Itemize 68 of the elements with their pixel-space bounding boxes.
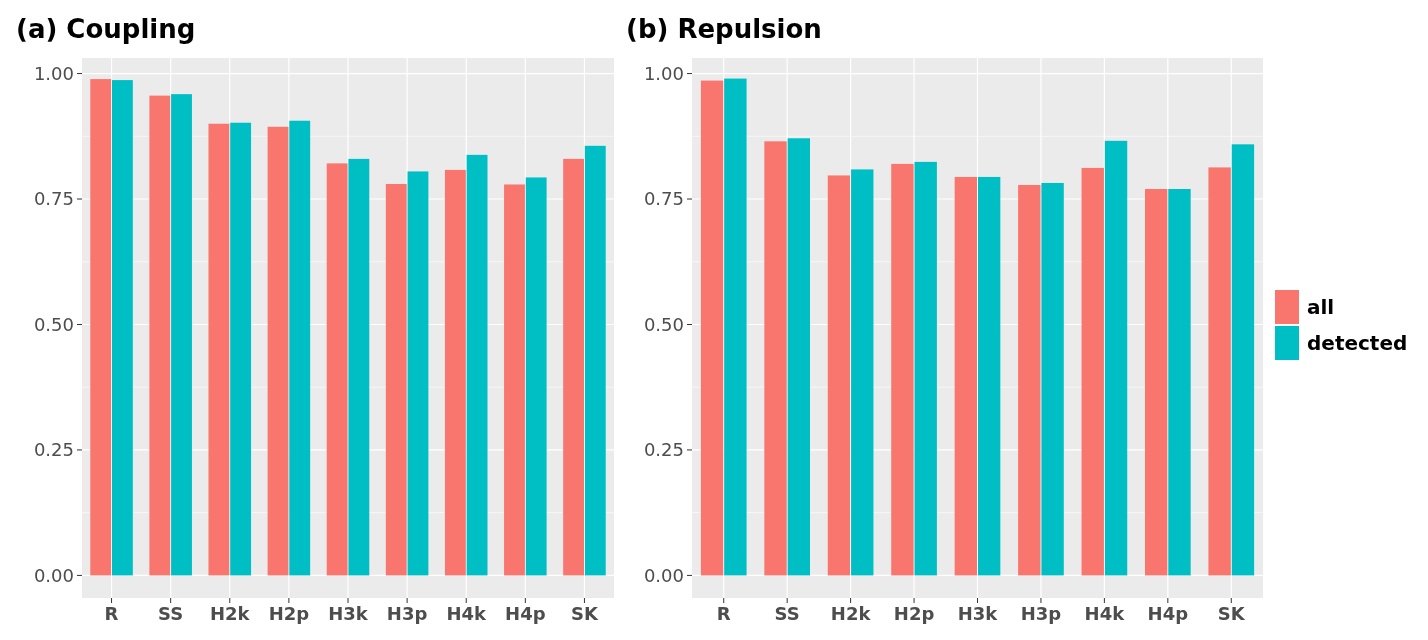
bar [348,158,370,576]
x-tick-label: SK [1217,603,1246,624]
legend-label: all [1307,295,1335,319]
x-tick-label: H3p [386,603,428,624]
x-tick-label: H4p [505,603,546,624]
y-tick-label: 0.25 [33,439,74,461]
x-tick-label: H3p [1020,603,1062,624]
bar [851,169,874,576]
bar [444,169,466,576]
x-tick-label: H2p [268,603,310,624]
bar [171,94,192,576]
y-tick-label: 0.75 [33,188,74,210]
y-tick-label: 1.00 [643,62,684,84]
bar [504,184,525,576]
bar [1168,188,1191,576]
x-tick-label: H4k [446,603,488,624]
x-tick-label: R [716,603,731,624]
bar [407,171,429,576]
x-tick-label: H4k [1084,603,1126,624]
y-tick-label: 0.75 [643,188,684,210]
bar [1208,167,1231,576]
bar [230,122,252,576]
legend-label: detected [1307,331,1408,355]
bar [385,183,407,576]
bar [267,126,289,576]
bar [525,177,547,576]
bar [208,123,230,576]
bar [891,163,914,576]
x-tick-label: H3k [328,603,369,624]
bar [1041,182,1064,576]
x-tick-label: H3k [957,603,999,624]
y-tick-label: 0.25 [643,439,684,461]
x-tick-label: H2k [210,603,251,624]
y-tick-label: 0.50 [643,313,684,335]
bar [584,145,606,576]
y-tick-label: 0.50 [33,313,74,335]
x-tick-label: H2p [893,603,935,624]
bar [326,163,348,576]
chart-title: (b) Repulsion [626,14,822,44]
bar [764,141,787,576]
bar [1081,167,1104,576]
x-tick-label: H2k [830,603,872,624]
bar [827,175,851,576]
bar [700,80,724,576]
x-tick-label: SS [158,603,184,624]
bar [1144,188,1168,576]
bar [90,79,112,576]
y-tick-label: 0.00 [33,564,74,586]
bar [787,138,811,576]
bar [1231,144,1255,576]
bar [1104,140,1128,576]
x-tick-label: H4p [1147,603,1189,624]
bar [977,176,1001,576]
bar [1018,184,1041,576]
chart-title: (a) Coupling [16,14,196,44]
x-tick-label: SK [570,603,599,624]
bar [466,154,488,576]
y-tick-label: 1.00 [33,62,74,84]
bar [914,161,937,576]
bar [954,176,978,576]
bar [724,78,747,576]
x-tick-label: R [104,603,119,624]
bar [111,80,133,576]
y-tick-label: 0.00 [643,564,684,586]
bar [289,120,311,576]
bar [563,158,585,576]
x-tick-label: SS [774,603,800,624]
bar [149,95,171,576]
